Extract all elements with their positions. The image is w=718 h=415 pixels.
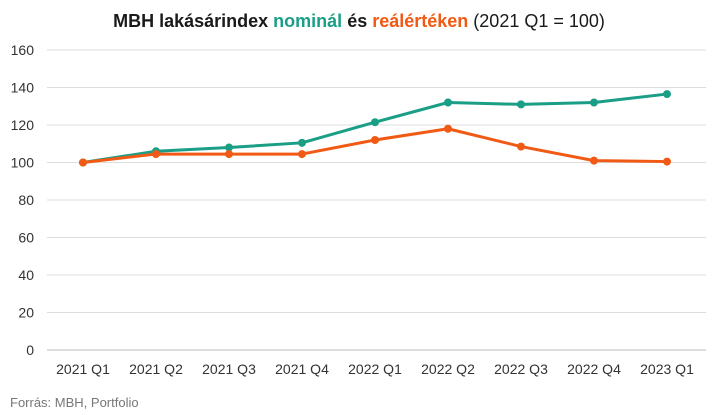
title-nominal: nominál <box>273 11 343 31</box>
series-line-nominal <box>81 92 669 164</box>
data-point-nominal-5 <box>444 98 452 107</box>
x-tick-label-2021-q4: 2021 Q4 <box>275 361 329 377</box>
source-note: Forrás: MBH, Portfolio <box>10 395 139 410</box>
y-tick-label-40: 40 <box>18 267 34 283</box>
y-tick-label-60: 60 <box>18 230 34 246</box>
data-point-nominal-7 <box>590 98 598 107</box>
y-tick-label-0: 0 <box>26 342 34 358</box>
y-tick-label-120: 120 <box>11 117 35 133</box>
chart-title: MBH lakásárindex nominál és reálértéken … <box>0 9 718 33</box>
x-tick-label-2022-q2: 2022 Q2 <box>421 361 475 377</box>
data-point-real-0 <box>79 158 87 167</box>
y-tick-label-160: 160 <box>11 42 35 58</box>
data-point-real-4 <box>371 136 379 144</box>
x-tick-label-2021-q2: 2021 Q2 <box>129 361 183 377</box>
data-point-nominal-3 <box>298 138 306 147</box>
data-point-nominal-4 <box>371 118 379 127</box>
data-point-nominal-6 <box>517 100 525 109</box>
data-point-real-3 <box>298 150 306 159</box>
x-tick-label-2023-q1: 2023 Q1 <box>640 361 694 377</box>
data-point-real-6 <box>517 142 525 151</box>
data-point-real-7 <box>590 156 598 165</box>
y-tick-label-20: 20 <box>18 305 34 321</box>
data-point-real-5 <box>444 124 452 133</box>
data-point-nominal-8 <box>663 90 671 99</box>
title-real: reálértéken <box>372 11 469 31</box>
title-connector: és <box>342 11 373 31</box>
data-point-real-8 <box>663 157 671 166</box>
x-tick-label-2022-q4: 2022 Q4 <box>567 361 621 377</box>
series-line-real <box>81 127 669 164</box>
title-base: (2021 Q1 = 100) <box>468 11 605 31</box>
x-tick-label-2021-q1: 2021 Q1 <box>56 361 110 377</box>
title-prefix: MBH lakásárindex <box>113 11 274 31</box>
x-tick-label-2021-q3: 2021 Q3 <box>202 361 256 377</box>
y-tick-label-140: 140 <box>11 80 35 96</box>
data-point-real-2 <box>225 150 233 159</box>
x-tick-label-2022-q1: 2022 Q1 <box>348 361 402 377</box>
y-tick-label-100: 100 <box>11 155 35 171</box>
x-tick-label-2022-q3: 2022 Q3 <box>494 361 548 377</box>
data-point-real-1 <box>152 150 160 159</box>
y-tick-label-80: 80 <box>18 192 34 208</box>
data-point-nominal-2 <box>225 143 233 152</box>
line-chart: 0 20 40 60 80 100 120 140 160 2021 Q1 2021 Q2 2021 … <box>11 42 706 377</box>
